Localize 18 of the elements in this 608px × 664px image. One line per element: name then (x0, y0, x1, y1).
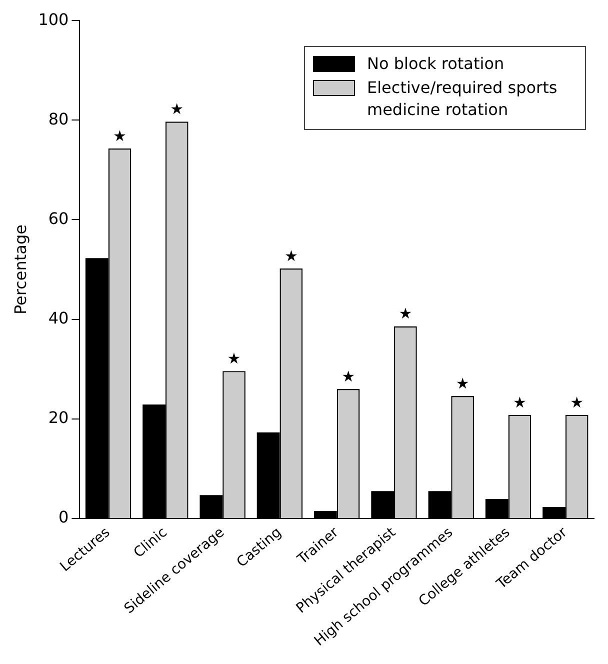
annotation: ★ (570, 393, 584, 412)
legend-label: Elective/required sports medicine rotation (367, 77, 558, 121)
y-tick-label: 80 (48, 109, 69, 128)
annotation: ★ (512, 393, 526, 412)
y-tick-label: 0 (58, 508, 69, 527)
annotation: ★ (284, 246, 298, 265)
annotation: ★ (227, 349, 241, 368)
annotation: ★ (342, 367, 356, 386)
annotation: ★ (170, 100, 184, 118)
annotation: ★ (456, 374, 470, 392)
y-tick-label: 100 (38, 10, 69, 29)
y-tick-label: 20 (48, 408, 69, 428)
annotation: ★ (113, 126, 126, 145)
y-tick-label: 40 (48, 308, 69, 328)
legend-label: No block rotation (367, 53, 504, 75)
annotation: ★ (398, 304, 412, 323)
y-tick-label: 60 (48, 208, 69, 228)
y-axis-title: Percentage (10, 224, 30, 315)
